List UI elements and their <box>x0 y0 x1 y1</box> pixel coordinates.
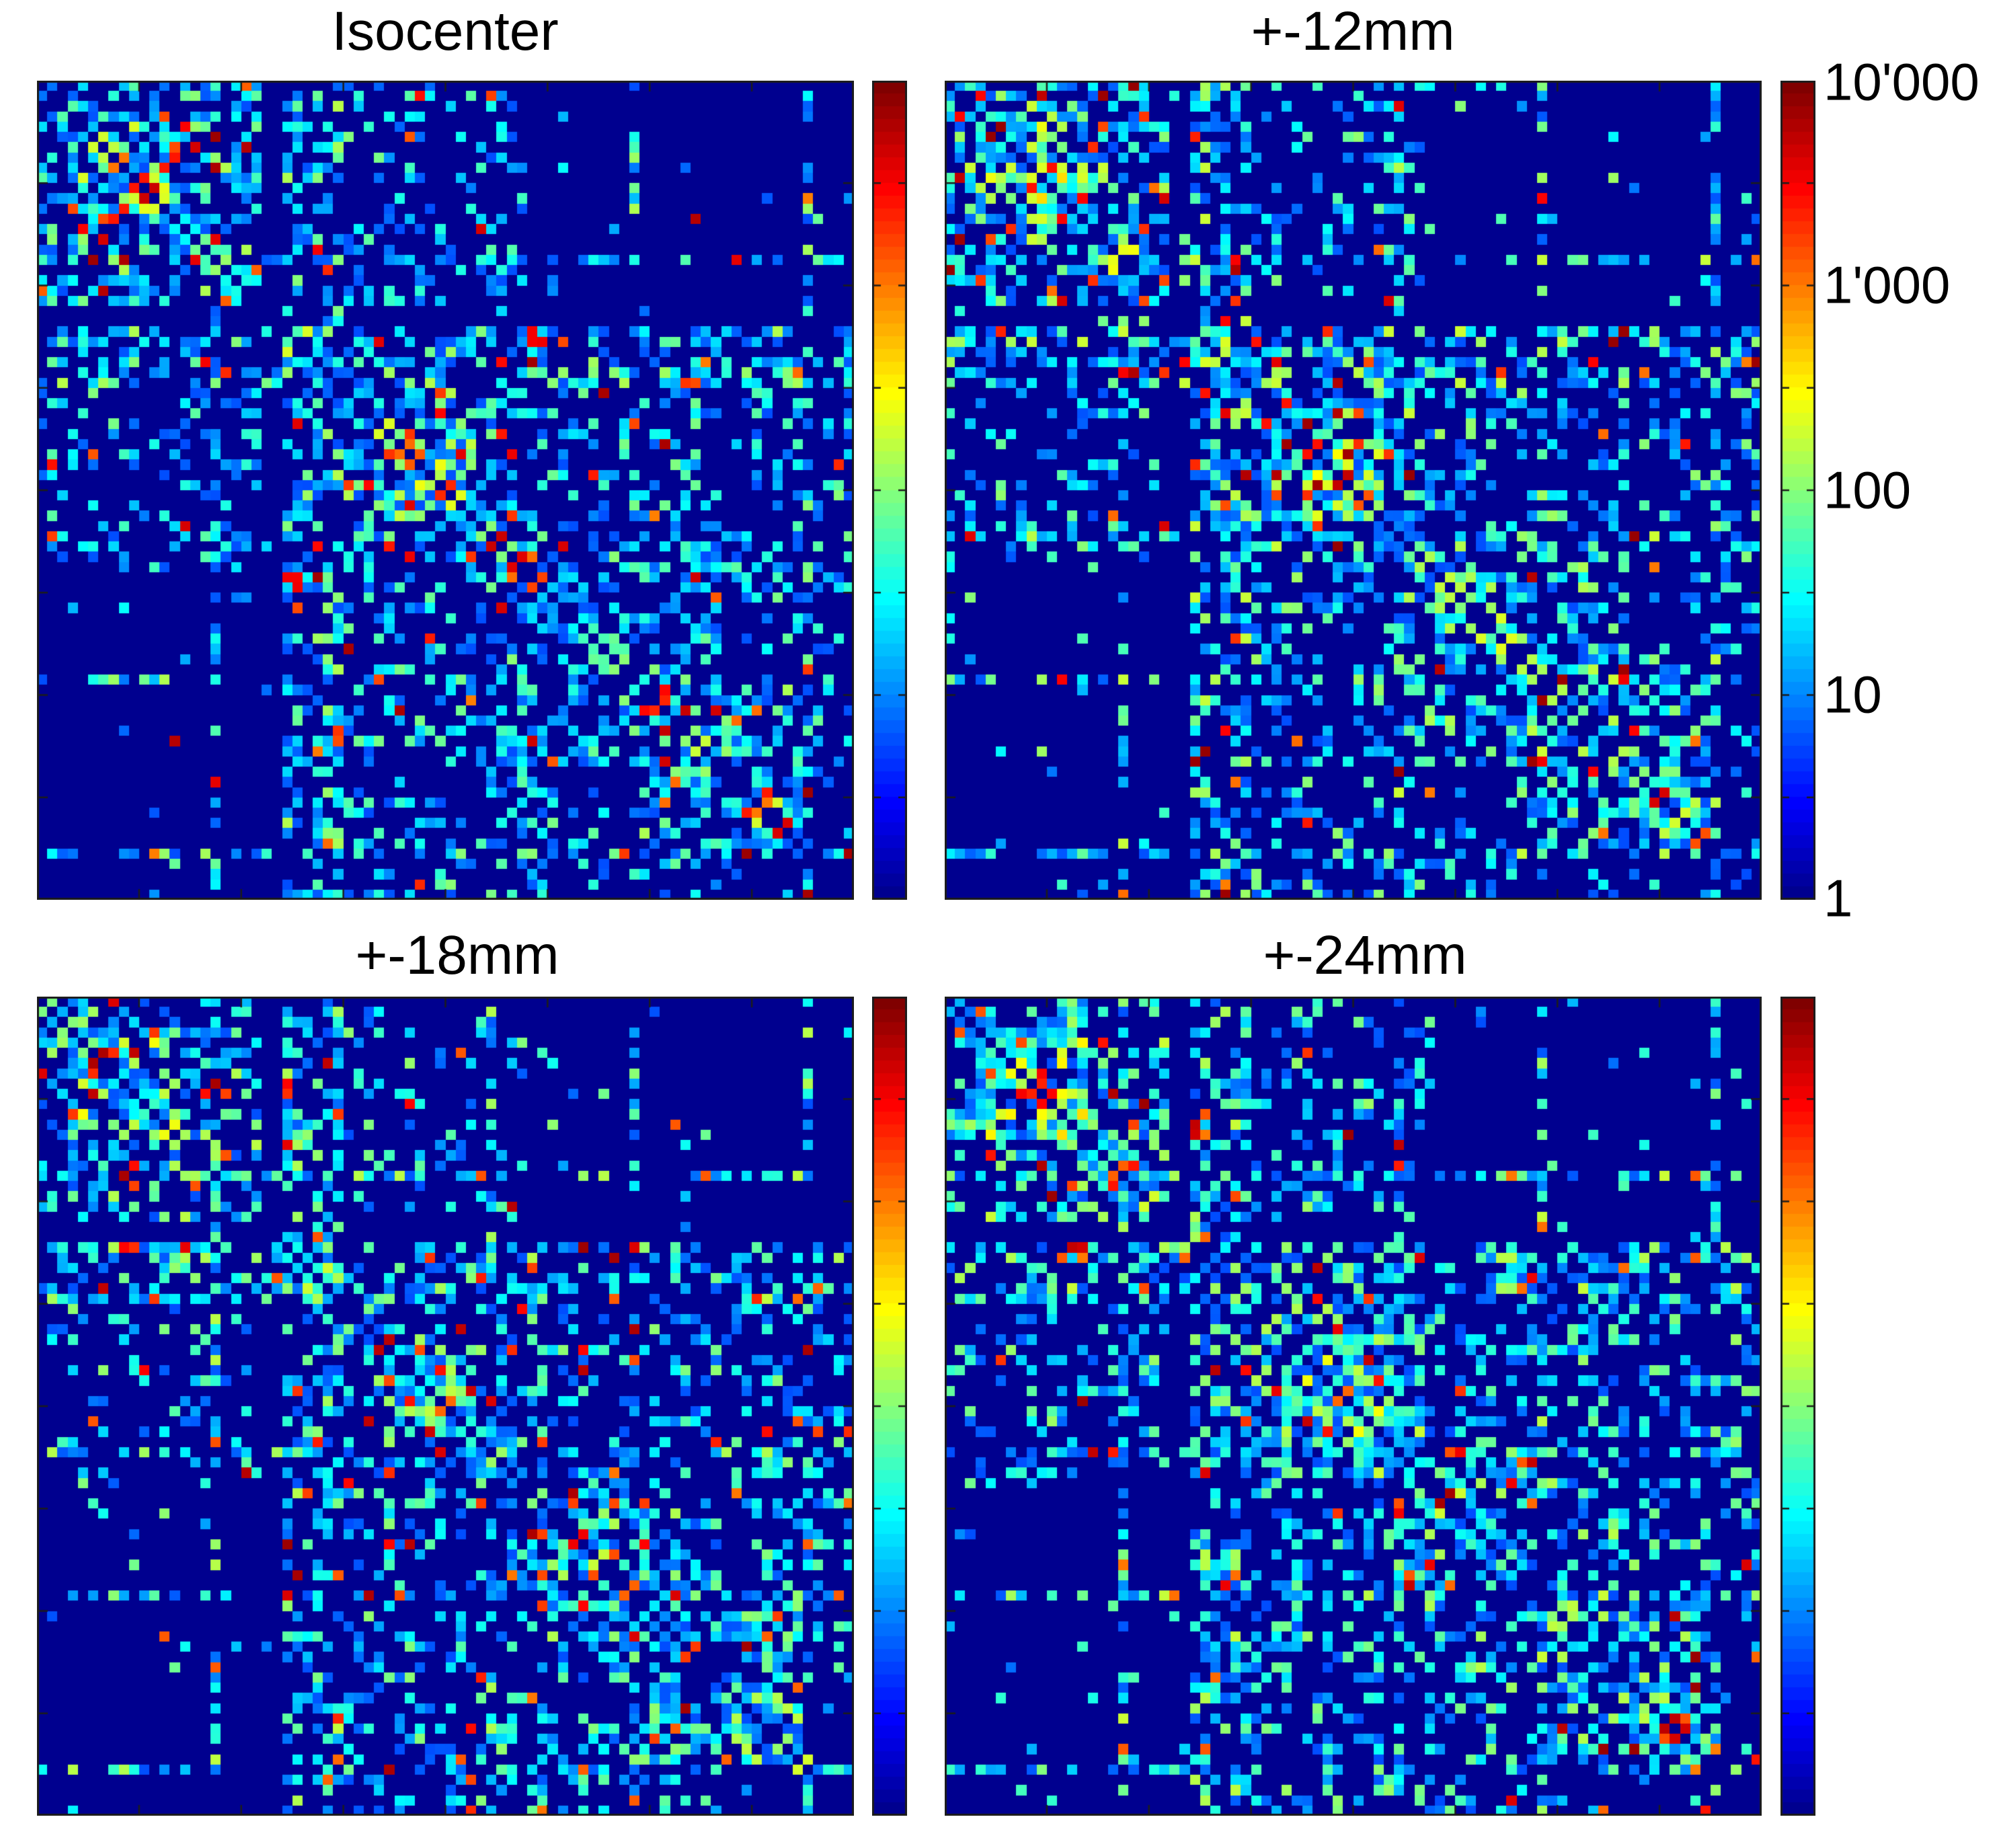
colorbar-isocenter <box>872 81 907 900</box>
colorbar-24mm <box>1780 997 1815 1816</box>
colorbar-tick-label-100: 100 <box>1824 460 1912 520</box>
colorbar-tick-label-1000: 1'000 <box>1824 255 1951 315</box>
colorbar-12mm <box>1780 81 1815 900</box>
panel-title-24mm: +-24mm <box>1263 925 1467 986</box>
panel-title-isocenter: Isocenter <box>331 1 559 62</box>
heatmap-18mm <box>37 997 854 1816</box>
colorbar-tick-label-10: 10 <box>1824 664 1882 724</box>
colorbar-18mm <box>872 997 907 1816</box>
heatmap-24mm <box>945 997 1762 1816</box>
heatmap-12mm <box>945 81 1762 900</box>
colorbar-tick-label-10000: 10'000 <box>1824 52 1980 112</box>
panel-title-12mm: +-12mm <box>1251 1 1455 62</box>
heatmap-isocenter <box>37 81 854 900</box>
panel-title-18mm: +-18mm <box>355 925 559 986</box>
colorbar-tick-label-1: 1 <box>1824 868 1853 928</box>
